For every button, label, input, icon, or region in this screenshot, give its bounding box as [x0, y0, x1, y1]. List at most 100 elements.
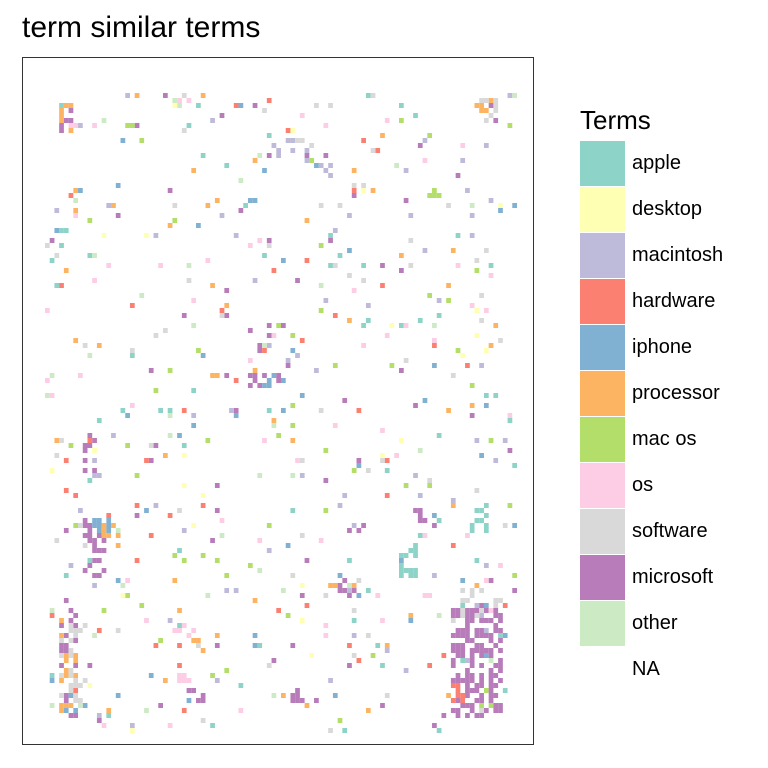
- heatmap-cell-microsoft: [488, 673, 494, 678]
- heatmap-cell-iphone: [337, 573, 343, 578]
- heatmap-cell-processor: [252, 368, 258, 373]
- heatmap-cell-microsoft: [59, 128, 64, 133]
- heatmap-cell-macintosh: [233, 588, 239, 593]
- heatmap-cell-iphone: [68, 693, 74, 698]
- heatmap-cell-microsoft: [455, 173, 461, 178]
- heatmap-cell-hardware: [384, 458, 390, 463]
- legend-label: hardware: [632, 289, 716, 312]
- heatmap-cell-software: [78, 628, 83, 633]
- heatmap-cell-microsoft: [252, 378, 258, 383]
- heatmap-cell-processor: [59, 113, 64, 118]
- heatmap-cell-iphone: [191, 423, 197, 428]
- heatmap-cell-hardware: [49, 613, 55, 618]
- heatmap-cell-apple: [483, 528, 489, 533]
- heatmap-cell-hardware: [384, 493, 390, 498]
- heatmap-cell-microsoft: [59, 643, 64, 648]
- heatmap-cell-microsoft: [68, 618, 74, 623]
- heatmap-cell-processor: [214, 373, 220, 378]
- heatmap-cell-software: [115, 628, 121, 633]
- heatmap-cell-microsoft: [257, 343, 263, 348]
- heatmap-cell-software: [54, 253, 60, 258]
- heatmap-cell-other: [271, 693, 277, 698]
- heatmap-cell-hardware: [266, 98, 272, 103]
- heatmap-cell-mac-os: [214, 558, 220, 563]
- legend-swatch: [580, 554, 625, 600]
- heatmap-cell-hardware: [219, 308, 225, 313]
- heatmap-cell-processor: [483, 108, 489, 113]
- heatmap-cell-apple: [474, 518, 480, 523]
- heatmap-cell-microsoft: [493, 708, 499, 713]
- heatmap-cell-macintosh: [276, 148, 281, 153]
- heatmap-cell-os: [177, 673, 182, 678]
- heatmap-cell-other: [49, 703, 55, 708]
- heatmap-cell-desktop: [290, 128, 296, 133]
- heatmap-cell-processor: [73, 188, 79, 193]
- heatmap-cell-apple: [483, 513, 489, 518]
- heatmap-cell-microsoft: [493, 683, 499, 688]
- heatmap-cell-hardware: [465, 363, 470, 368]
- heatmap-cell-microsoft: [493, 703, 499, 708]
- heatmap-cell-microsoft: [63, 648, 69, 653]
- heatmap-cell-microsoft: [465, 688, 470, 693]
- heatmap-cell-software: [290, 573, 296, 578]
- heatmap-cell-microsoft: [460, 703, 466, 708]
- heatmap-cell-apple: [460, 658, 466, 663]
- heatmap-cell-desktop: [483, 348, 489, 353]
- heatmap-cell-mac-os: [427, 483, 433, 488]
- heatmap-cell-microsoft: [488, 678, 494, 683]
- heatmap-cell-os: [488, 608, 494, 613]
- heatmap-cell-macintosh: [479, 363, 484, 368]
- heatmap-cell-microsoft: [92, 558, 97, 563]
- heatmap-cell-mac-os: [181, 558, 187, 563]
- heatmap-cell-other: [87, 353, 93, 358]
- heatmap-cell-other: [205, 593, 211, 598]
- heatmap-cell-microsoft: [465, 678, 470, 683]
- heatmap-cell-processor: [214, 198, 220, 203]
- heatmap-cell-apple: [361, 263, 366, 268]
- heatmap-cell-microsoft: [460, 678, 466, 683]
- heatmap-cell-microsoft: [262, 373, 267, 378]
- heatmap-cell-software: [502, 523, 508, 528]
- heatmap-cell-other: [469, 203, 475, 208]
- heatmap-cell-apple: [210, 723, 215, 728]
- heatmap-cell-iphone: [483, 403, 489, 408]
- heatmap-cell-mac-os: [290, 403, 296, 408]
- heatmap-cell-mac-os: [167, 368, 173, 373]
- heatmap-cell-software: [493, 108, 499, 113]
- heatmap-cell-microsoft: [498, 613, 503, 618]
- heatmap-cell-software: [370, 93, 376, 98]
- heatmap-cell-iphone: [120, 138, 126, 143]
- heatmap-cell-microsoft: [63, 118, 69, 123]
- heatmap-cell-microsoft: [483, 618, 489, 623]
- heatmap-cell-processor: [380, 133, 385, 138]
- heatmap-cell-microsoft: [450, 608, 456, 613]
- heatmap-cell-software: [380, 458, 385, 463]
- heatmap-cell-apple: [238, 683, 244, 688]
- heatmap-cell-apple: [262, 253, 267, 258]
- heatmap-cell-microsoft: [469, 703, 475, 708]
- heatmap-cell-software: [332, 263, 338, 268]
- heatmap-cell-macintosh: [125, 93, 130, 98]
- heatmap-cell-apple: [436, 518, 442, 523]
- heatmap-cell-microsoft: [488, 698, 494, 703]
- heatmap-cell-apple: [63, 228, 69, 233]
- heatmap-cell-other: [512, 93, 517, 98]
- heatmap-cell-apple: [507, 418, 513, 423]
- legend-item: microsoft: [580, 554, 760, 600]
- heatmap-cell-microsoft: [63, 598, 69, 603]
- heatmap-cell-apple: [436, 313, 442, 318]
- heatmap-cell-other: [436, 613, 442, 618]
- heatmap-cell-microsoft: [101, 548, 107, 553]
- heatmap-cell-iphone: [460, 578, 466, 583]
- heatmap-cell-mac-os: [507, 503, 513, 508]
- heatmap-cell-os: [271, 333, 277, 338]
- heatmap-cell-iphone: [92, 518, 97, 523]
- heatmap-cell-mac-os: [488, 703, 494, 708]
- heatmap-cell-microsoft: [87, 528, 93, 533]
- heatmap-cell-processor: [115, 533, 121, 538]
- heatmap-cell-iphone: [252, 198, 258, 203]
- heatmap-cell-desktop: [92, 448, 97, 453]
- heatmap-cell-processor: [351, 583, 357, 588]
- heatmap-cell-iphone: [422, 398, 428, 403]
- heatmap-cell-microsoft: [266, 333, 272, 338]
